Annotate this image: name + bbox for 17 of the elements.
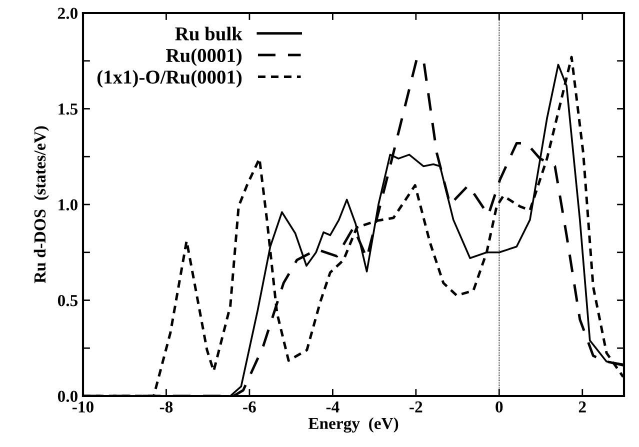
y-tick-label: 0.5 [58,294,78,306]
legend-label: Ru(0001) [166,48,242,66]
x-tick-label: -10 [72,401,94,413]
legend-label: (1x1)-O/Ru(0001) [97,70,242,88]
legend-label: Ru bulk [175,26,242,40]
x-tick-label: 0 [496,401,503,413]
x-tick-label: -2 [410,401,422,412]
y-axis-title: Ru d-DOS (states/eV) [34,126,49,284]
y-tick-label: 1.5 [58,104,78,115]
x-tick-label: -8 [160,401,173,413]
x-axis-title: Energy (eV) [308,417,398,433]
y-tick-label: 0.0 [58,390,78,402]
x-tick-label: -6 [243,401,256,413]
y-tick-label: 2.0 [58,8,78,20]
x-tick-label: 2 [578,401,586,412]
x-tick-label: -4 [326,401,340,412]
y-tick-label: 1.0 [58,199,78,211]
